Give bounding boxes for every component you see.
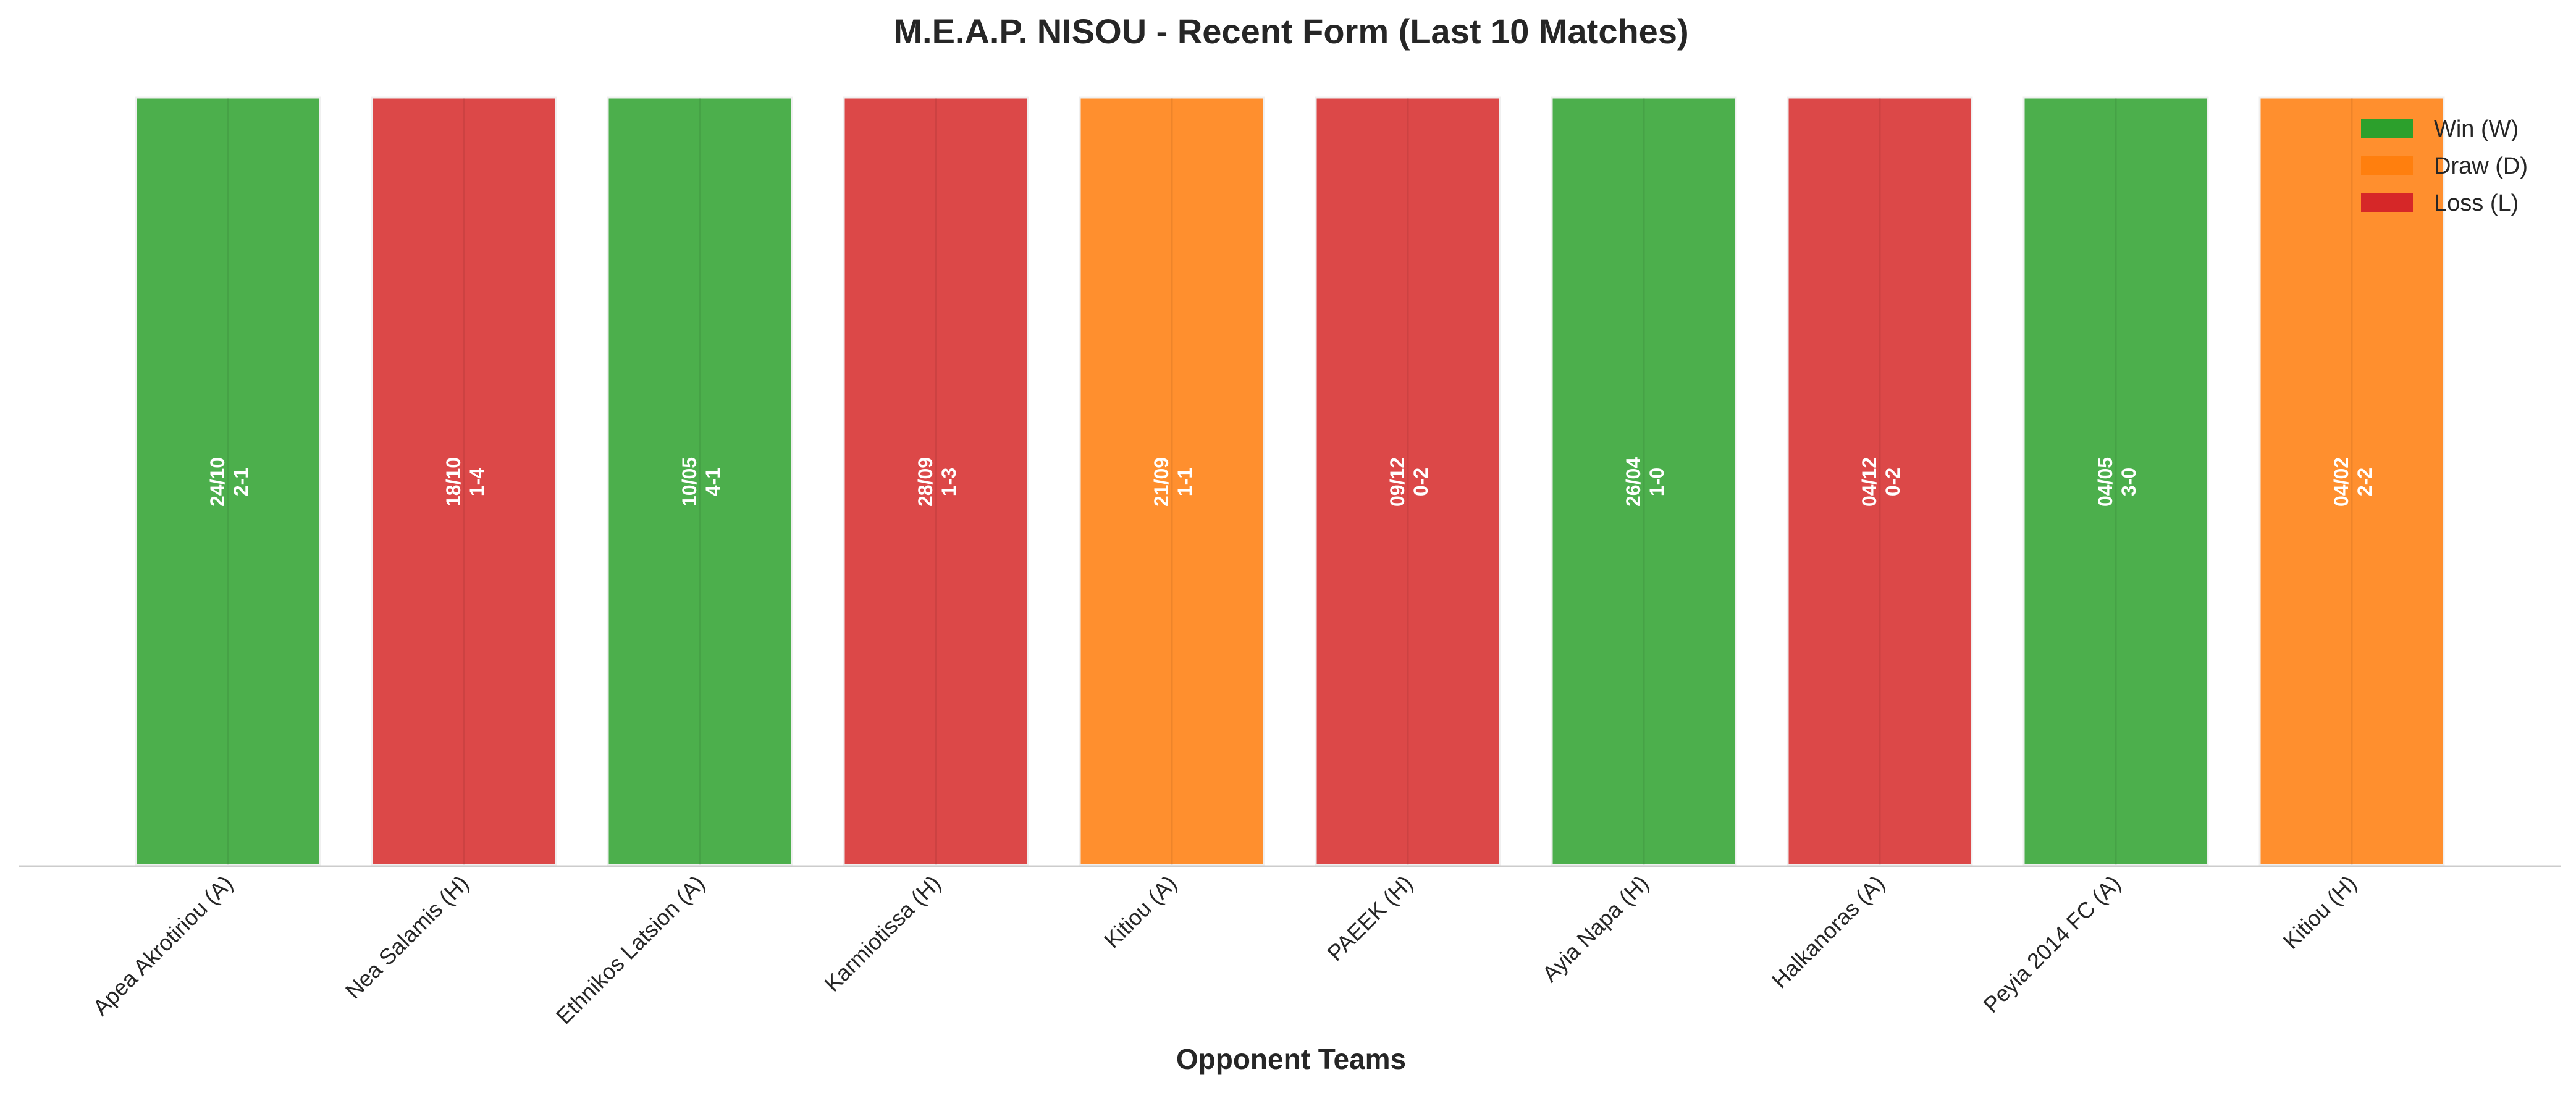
bar-l	[843, 96, 1029, 866]
legend: Win (W) Draw (D) Loss (L)	[2361, 116, 2528, 216]
bar-d	[2258, 96, 2445, 866]
bar-data-label: 21/091-1	[1150, 457, 1196, 507]
bar-data-label: 26/041-0	[1622, 457, 1668, 507]
bar-d	[1079, 96, 1265, 866]
x-tick-label: Kitiou (H)	[2278, 871, 2362, 954]
x-tick-label: Halkanoras (A)	[1767, 871, 1890, 994]
x-tick-labels: Apea Akrotiriou (A) Nea Salamis (H) Ethnik…	[88, 871, 2362, 1029]
bar-w	[135, 96, 321, 866]
x-tick-label: Ethnikos Latsion (A)	[551, 871, 710, 1029]
legend-label-d: Draw (D)	[2434, 153, 2528, 179]
bar-data-label: 10/054-1	[678, 457, 724, 507]
legend-swatch-w	[2361, 119, 2413, 138]
x-tick-label: Ayia Napa (H)	[1537, 871, 1653, 987]
chart-title: M.E.A.P. NISOU - Recent Form (Last 10 Ma…	[893, 12, 1688, 51]
x-tick-label: PAEEK (H)	[1322, 871, 1417, 966]
bar-data-label: 28/091-3	[914, 457, 960, 507]
bar-w	[607, 96, 793, 866]
bar-w	[1551, 96, 1737, 866]
bars-group: 24/102-1 18/101-4 10/054-1 28/091-3 21/091-1…	[135, 96, 2445, 866]
bar-l	[1787, 96, 1973, 866]
x-tick-label: Peyia 2014 FC (A)	[1978, 871, 2125, 1018]
bar-data-label: 24/102-1	[206, 457, 252, 507]
x-tick-label: Nea Salamis (H)	[340, 871, 474, 1004]
legend-swatch-l	[2361, 193, 2413, 212]
bar-data-label: 09/120-2	[1386, 457, 1432, 507]
x-tick-label: Karmiotissa (H)	[819, 871, 945, 997]
x-axis-label: Opponent Teams	[1176, 1043, 1406, 1075]
bar-data-label: 04/120-2	[1858, 457, 1904, 507]
bar-data-label: 18/101-4	[442, 457, 488, 507]
x-tick-label: Kitiou (A)	[1099, 871, 1182, 953]
bar-data-label: 04/022-2	[2330, 457, 2376, 507]
legend-label-w: Win (W)	[2434, 116, 2519, 142]
bar-w	[2022, 96, 2209, 866]
legend-swatch-d	[2361, 156, 2413, 175]
bar-data-label: 04/053-0	[2094, 457, 2140, 507]
x-tick-label: Apea Akrotiriou (A)	[88, 871, 238, 1021]
bar-l	[371, 96, 557, 866]
legend-label-l: Loss (L)	[2434, 190, 2519, 216]
bar-l	[1315, 96, 1501, 866]
